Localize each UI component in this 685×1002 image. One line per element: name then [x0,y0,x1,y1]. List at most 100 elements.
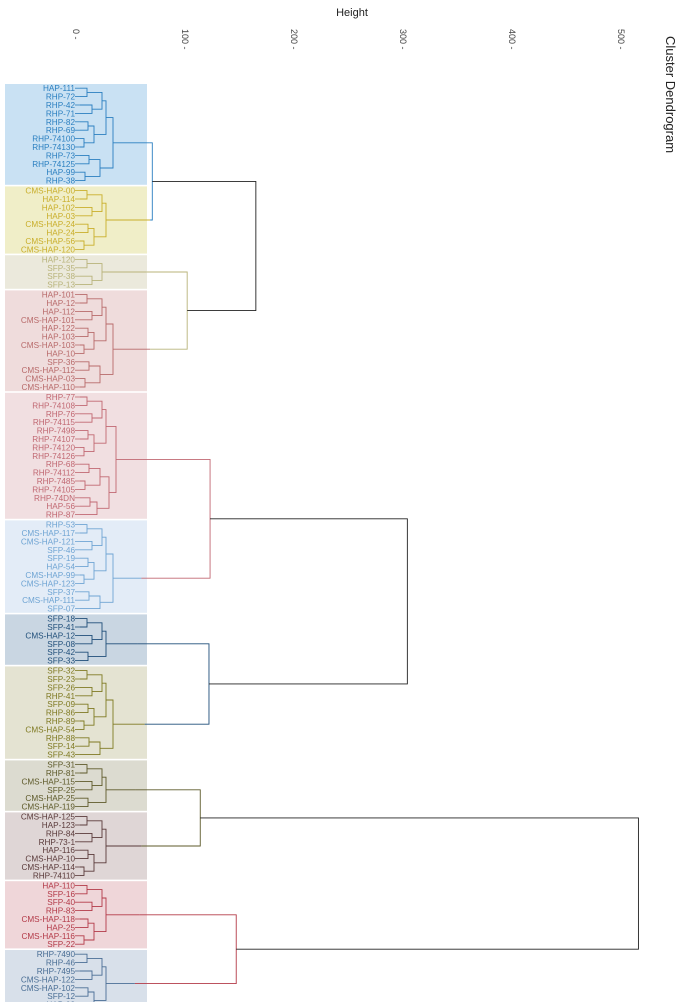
leaf-label: CMS-HAP-120 [21,245,76,254]
leaf-label: SFP-23 [47,675,75,684]
leaf-label: SFP-40 [47,898,75,907]
leaf-label: HAP-103 [42,333,76,342]
leaf-label: HAP-111 [43,84,75,93]
leaf-label: CMS-HAP-116 [21,932,75,941]
leaf-label: SFP-18 [47,615,75,624]
cluster-band [5,950,147,1002]
leaf-label: CMS-HAP-117 [21,529,75,538]
leaf-label: CMS-HAP-123 [21,579,76,588]
leaf-label: RHP-81 [46,769,76,778]
leaf-label: CMS-HAP-10 [25,855,75,864]
leaf-label: SFP-35 [47,264,75,273]
leaf-label: SFP-13 [47,281,75,290]
leaf-label: RHP-87 [46,511,76,520]
axis-title: Height [336,7,368,19]
cluster-band [5,760,147,811]
leaf-label: SFP-36 [47,358,75,367]
leaf-label: CMS-HAP-25 [25,794,75,803]
height-axis: Height 0 - 100 - 200 - 300 - 400 - 500 - [71,7,626,50]
leaf-label: RHP-38 [46,177,76,186]
leaf-label: HAP-112 [42,307,75,316]
merge-link [208,518,408,685]
chart-title: Cluster Dendrogram [663,36,678,154]
merge-link [200,817,639,950]
leaf-label: CMS-HAP-121 [21,537,76,546]
leaf-label: RHP-7495 [37,967,76,976]
leaf-label: RHP-86 [46,709,76,718]
leaf-label: HAP-03 [46,212,75,221]
leaf-label: CMS-HAP-119 [21,803,75,812]
leaf-label: SFP-14 [47,742,75,751]
leaf-label: SFP-41 [47,623,75,632]
leaf-label: CMS-HAP-54 [25,725,75,734]
leaf-label: RHP-74100 [32,135,75,144]
leaf-label: RHP-7490 [37,950,76,959]
leaf-label: RHP-74125 [32,160,75,169]
leaf-label: HAP-114 [42,195,75,204]
leaf-label: HAP-54 [46,563,75,572]
merge-link [146,271,188,350]
leaf-label: RHP-74105 [32,485,75,494]
leaf-label: CMS-HAP-00 [25,187,75,196]
leaf-label: CMS-HAP-102 [21,984,76,993]
leaf-label: RHP-76 [46,410,76,419]
leaf-label: RHP-89 [46,717,76,726]
leaf-label: RHP-74108 [32,401,75,410]
leaf-label: HAP-122 [42,324,76,333]
height-tick-label: 300 - [398,29,408,50]
leaf-label: RHP-46 [46,959,76,968]
leaf-label: HAP-123 [42,821,76,830]
leaf-labels: HAP-111RHP-72RHP-42RHP-71RHP-82RHP-69RHP… [21,84,76,1002]
leaf-label: SFP-37 [47,588,75,597]
leaf-label: RHP-71 [46,109,76,118]
dendrogram-links [75,87,639,1002]
leaf-label: CMS-HAP-114 [21,863,75,872]
leaf-label: CMS-HAP-115 [21,777,75,786]
merge-link [149,142,153,221]
leaf-label: RHP-73-1 [39,838,76,847]
leaf-label: RHP-72 [46,93,76,102]
leaf-label: RHP-88 [46,734,76,743]
leaf-label: RHP-41 [46,692,76,701]
leaf-label: CMS-HAP-122 [21,975,76,984]
leaf-label: RHP-42 [46,101,76,110]
leaf-label: RHP-74120 [32,443,75,452]
leaf-label: HAP-08 [46,1001,75,1002]
leaf-label: SFP-33 [47,657,75,666]
leaf-label: RHP-74126 [32,452,75,461]
leaf-label: HAP-99 [46,168,75,177]
leaf-label: RHP-73 [46,151,76,160]
leaf-label: CMS-HAP-103 [21,341,76,350]
leaf-label: RHP-84 [46,829,76,838]
cluster-band [5,84,147,185]
leaf-label: HAP-102 [42,203,76,212]
leaf-label: RHP-74115 [33,418,76,427]
leaf-label: CMS-HAP-03 [25,375,75,384]
leaf-label: RHP-74112 [33,469,76,478]
leaf-label: RHP-74130 [32,143,75,152]
leaf-label: SFP-42 [47,648,75,657]
leaf-label: SFP-07 [47,605,75,614]
leaf-label: HAP-116 [42,846,75,855]
leaf-label: SFP-32 [47,667,75,676]
leaf-label: RHP-77 [46,393,76,402]
leaf-label: SFP-08 [47,640,75,649]
leaf-label: CMS-HAP-56 [25,237,75,246]
leaf-label: SFP-19 [47,554,75,563]
leaf-label: CMS-HAP-24 [25,220,75,229]
leaf-label: CMS-HAP-112 [21,366,75,375]
leaf-label: RHP-7498 [37,427,76,436]
leaf-label: HAP-120 [42,255,76,264]
leaf-label: HAP-24 [46,229,75,238]
leaf-label: RHP-74110 [33,871,76,880]
merge-link [137,643,210,725]
leaf-label: RHP-7485 [37,477,76,486]
leaf-label: RHP-68 [46,460,76,469]
leaf-label: HAP-12 [46,299,75,308]
height-tick-label: 200 - [289,29,299,50]
height-tick-label: 100 - [180,29,190,50]
leaf-label: CMS-HAP-99 [25,571,75,580]
leaf-label: CMS-HAP-12 [25,631,75,640]
merge-link [152,180,257,312]
